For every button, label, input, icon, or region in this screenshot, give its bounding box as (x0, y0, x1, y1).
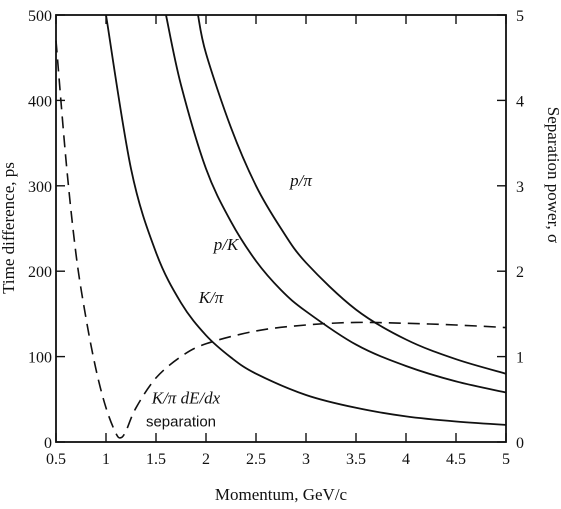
y-left-tick-label: 0 (44, 435, 52, 452)
y-right-tick-label: 3 (516, 179, 524, 196)
series-line-k (105, 14, 507, 426)
curve-label-k: K/π (198, 288, 224, 307)
y-left-tick-label: 300 (28, 179, 52, 196)
x-tick-label: 4 (402, 451, 410, 468)
series-line-p (197, 14, 507, 375)
curve-label-p: p/π (289, 171, 312, 190)
y-right-tick-label: 4 (516, 93, 524, 110)
x-tick-label: 0.5 (46, 451, 66, 468)
series-layer (55, 14, 507, 439)
x-axis-title: Momentum, GeV/c (215, 485, 348, 504)
y-right-tick-label: 5 (516, 8, 524, 25)
y-left-axis-ticks: 0 100 200 300 400 500 (28, 8, 65, 452)
y-right-axis-title: Separation power, σ (544, 107, 561, 243)
y-left-tick-label: 400 (28, 93, 52, 110)
y-right-tick-label: 1 (516, 350, 524, 367)
x-tick-label: 1 (102, 451, 110, 468)
y-left-tick-label: 100 (28, 350, 52, 367)
series-line-k-de-dx-separation (55, 40, 507, 439)
y-right-axis-ticks: 0 1 2 3 4 5 (497, 8, 524, 452)
x-tick-label: 3 (302, 451, 310, 468)
x-tick-label: 2.5 (246, 451, 266, 468)
plot-frame (55, 14, 507, 443)
annotation-layer: p/π p/K K/π K/π dE/dx separation (146, 171, 312, 431)
x-tick-label: 1.5 (146, 451, 166, 468)
curve-label-separation: separation (146, 414, 216, 431)
x-tick-label: 3.5 (346, 451, 366, 468)
y-left-tick-label: 500 (28, 8, 52, 25)
y-right-tick-label: 0 (516, 435, 524, 452)
x-tick-label: 4.5 (446, 451, 466, 468)
curve-label-p-k: p/K (213, 235, 240, 254)
series-line-p-k (165, 14, 507, 394)
y-left-axis-title: Time difference, ps (0, 162, 18, 294)
x-axis-ticks: 0.5 1 1.5 2 2.5 3 3.5 4 4.5 5 (46, 15, 510, 468)
curve-label-k-de-dx: K/π dE/dx (151, 389, 221, 408)
x-tick-label: 2 (202, 451, 210, 468)
y-right-tick-label: 2 (516, 264, 524, 281)
x-tick-label: 5 (502, 451, 510, 468)
y-left-tick-label: 200 (28, 264, 52, 281)
